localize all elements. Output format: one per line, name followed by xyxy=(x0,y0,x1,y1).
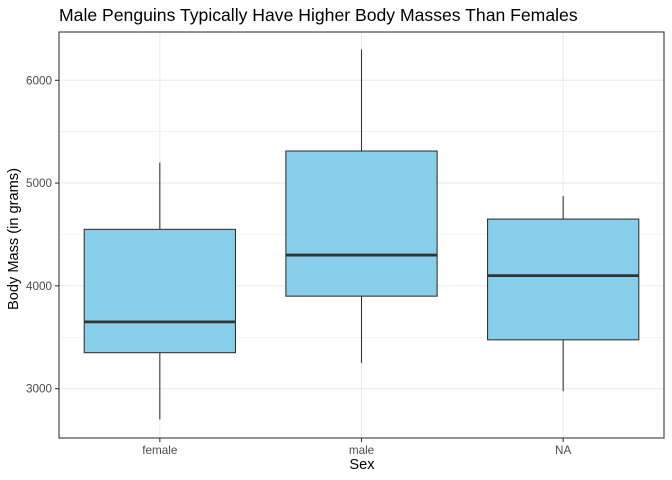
y-axis-title: Body Mass (in grams) xyxy=(6,168,22,310)
x-axis: female male NA xyxy=(142,438,571,457)
box-iqr xyxy=(83,228,236,354)
y-axis: 3000 4000 5000 6000 xyxy=(26,74,59,396)
chart-title: Male Penguins Typically Have Higher Body… xyxy=(59,5,578,25)
y-tick-label: 5000 xyxy=(26,177,53,190)
box-series xyxy=(83,49,640,420)
box-iqr xyxy=(285,150,438,297)
y-tick-label: 3000 xyxy=(26,383,53,396)
box-iqr xyxy=(487,218,640,341)
x-tick-label: female xyxy=(142,444,177,457)
x-tick-label: male xyxy=(349,444,374,457)
box-female xyxy=(83,162,236,420)
x-tick-label: NA xyxy=(555,444,571,457)
x-axis-title: Sex xyxy=(349,457,375,473)
box-NA xyxy=(487,195,640,392)
y-tick-label: 6000 xyxy=(26,74,53,87)
box-male xyxy=(285,49,438,363)
y-tick-label: 4000 xyxy=(26,280,53,293)
